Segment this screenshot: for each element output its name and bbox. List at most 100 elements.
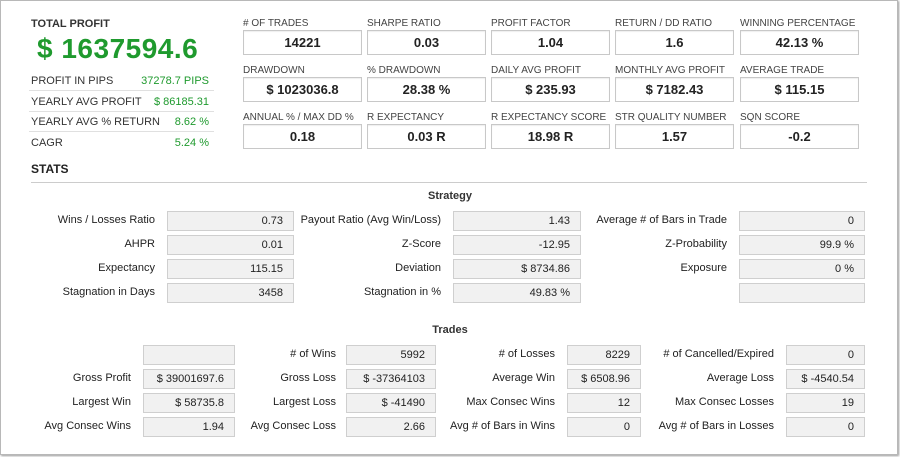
empty-value-box (739, 283, 865, 303)
num-trades-label: # OF TRADES (243, 18, 309, 29)
max-consec-losses-label: Max Consec Losses (674, 396, 774, 408)
return-dd-ratio-label: RETURN / DD RATIO (615, 18, 713, 29)
sqn-score-label: SQN SCORE (740, 112, 801, 123)
ahpr-value: 0.01 (167, 235, 294, 255)
z-probability-label: Z-Probability (665, 238, 727, 250)
avg-consec-loss-label: Avg Consec Loss (250, 420, 336, 432)
deviation-label: Deviation (395, 262, 441, 274)
z-score-label: Z-Score (401, 238, 441, 250)
avg-bars-in-wins-label: Avg # of Bars in Wins (450, 420, 555, 432)
num-losses-value: 8229 (567, 345, 641, 365)
r-expectancy-score-label: R EXPECTANCY SCORE (491, 112, 607, 123)
cagr-label: CAGR (31, 137, 63, 149)
strategy-title: Strategy (427, 190, 473, 202)
daily-avg-profit-value: $ 235.93 (491, 77, 610, 102)
yearly-avg-return-value: 8.62 % (174, 116, 209, 128)
num-wins-value: 5992 (346, 345, 436, 365)
max-consec-losses-value: 19 (786, 393, 865, 413)
z-probability-value: 99.9 % (739, 235, 865, 255)
gross-loss-label: Gross Loss (280, 372, 336, 384)
largest-win-value: $ 58735.8 (143, 393, 235, 413)
largest-loss-label: Largest Loss (273, 396, 336, 408)
drawdown-label: DRAWDOWN (243, 65, 305, 76)
profit-in-pips-label: PROFIT IN PIPS (31, 75, 114, 87)
winning-percentage-label: WINNING PERCENTAGE (740, 18, 856, 29)
return-dd-ratio-value: 1.6 (615, 30, 734, 55)
stagnation-pct-value: 49.83 % (453, 283, 581, 303)
gross-profit-value: $ 39001697.6 (143, 369, 235, 389)
profit-factor-value: 1.04 (491, 30, 610, 55)
deviation-value: $ 8734.86 (453, 259, 581, 279)
gross-loss-value: $ -37364103 (346, 369, 436, 389)
num-trades-value: 14221 (243, 30, 362, 55)
max-consec-wins-label: Max Consec Wins (466, 396, 555, 408)
profit-in-pips-value: 37278.7 PIPS (141, 75, 209, 87)
stagnation-pct-label: Stagnation in % (363, 286, 441, 298)
profit-factor-label: PROFIT FACTOR (491, 18, 571, 29)
num-wins-label: # of Wins (290, 348, 336, 360)
wins-losses-ratio-label: Wins / Losses Ratio (57, 214, 155, 226)
yearly-avg-profit-label: YEARLY AVG PROFIT (31, 96, 142, 108)
monthly-avg-profit-label: MONTHLY AVG PROFIT (615, 65, 726, 76)
r-expectancy-label: R EXPECTANCY (367, 112, 445, 123)
pct-drawdown-label: % DRAWDOWN (367, 65, 441, 76)
wins-losses-ratio-value: 0.73 (167, 211, 294, 231)
r-expectancy-value: 0.03 R (367, 124, 486, 149)
stagnation-days-label: Stagnation in Days (62, 286, 155, 298)
max-consec-wins-value: 12 (567, 393, 641, 413)
sqn-score-value: -0.2 (740, 124, 859, 149)
str-quality-number-label: STR QUALITY NUMBER (615, 112, 727, 123)
empty-value-box (143, 345, 235, 365)
total-profit-value: $ 1637594.6 (37, 33, 199, 64)
average-trade-value: $ 115.15 (740, 77, 859, 102)
average-loss-label: Average Loss (706, 372, 774, 384)
annual-maxdd-label: ANNUAL % / MAX DD % (243, 112, 354, 123)
expectancy-value: 115.15 (167, 259, 294, 279)
r-expectancy-score-value: 18.98 R (491, 124, 610, 149)
summary-divider (29, 111, 214, 112)
pct-drawdown-value: 28.38 % (367, 77, 486, 102)
avg-consec-wins-label: Avg Consec Wins (44, 420, 131, 432)
avg-bars-in-trade-label: Average # of Bars in Trade (596, 214, 727, 226)
winning-percentage-value: 42.13 % (740, 30, 859, 55)
largest-win-label: Largest Win (72, 396, 131, 408)
average-win-label: Average Win (492, 372, 555, 384)
sharpe-ratio-value: 0.03 (367, 30, 486, 55)
avg-bars-in-losses-value: 0 (786, 417, 865, 437)
expectancy-label: Expectancy (98, 262, 155, 274)
avg-bars-in-trade-value: 0 (739, 211, 865, 231)
drawdown-value: $ 1023036.8 (243, 77, 362, 102)
exposure-value: 0 % (739, 259, 865, 279)
yearly-avg-return-label: YEARLY AVG % RETURN (31, 116, 160, 128)
z-score-value: -12.95 (453, 235, 581, 255)
ahpr-label: AHPR (124, 238, 155, 250)
payout-ratio-label: Payout Ratio (Avg Win/Loss) (300, 214, 441, 226)
num-cancelled-label: # of Cancelled/Expired (663, 348, 774, 360)
num-cancelled-value: 0 (786, 345, 865, 365)
average-win-value: $ 6508.96 (567, 369, 641, 389)
daily-avg-profit-label: DAILY AVG PROFIT (491, 65, 582, 76)
payout-ratio-value: 1.43 (453, 211, 581, 231)
annual-maxdd-value: 0.18 (243, 124, 362, 149)
trades-title: Trades (432, 324, 468, 336)
avg-bars-in-losses-label: Avg # of Bars in Losses (658, 420, 774, 432)
stats-title: STATS (31, 162, 69, 176)
average-loss-value: $ -4540.54 (786, 369, 865, 389)
largest-loss-value: $ -41490 (346, 393, 436, 413)
exposure-label: Exposure (680, 262, 727, 274)
avg-bars-in-wins-value: 0 (567, 417, 641, 437)
stagnation-days-value: 3458 (167, 283, 294, 303)
num-losses-label: # of Losses (498, 348, 555, 360)
total-profit-label: TOTAL PROFIT (31, 18, 110, 30)
summary-divider (29, 90, 214, 91)
str-quality-number-value: 1.57 (615, 124, 734, 149)
monthly-avg-profit-value: $ 7182.43 (615, 77, 734, 102)
avg-consec-loss-value: 2.66 (346, 417, 436, 437)
avg-consec-wins-value: 1.94 (143, 417, 235, 437)
gross-profit-label: Gross Profit (72, 372, 131, 384)
yearly-avg-profit-value: $ 86185.31 (153, 96, 209, 108)
sharpe-ratio-label: SHARPE RATIO (367, 18, 441, 29)
summary-divider (29, 131, 214, 132)
stats-divider (31, 182, 867, 183)
